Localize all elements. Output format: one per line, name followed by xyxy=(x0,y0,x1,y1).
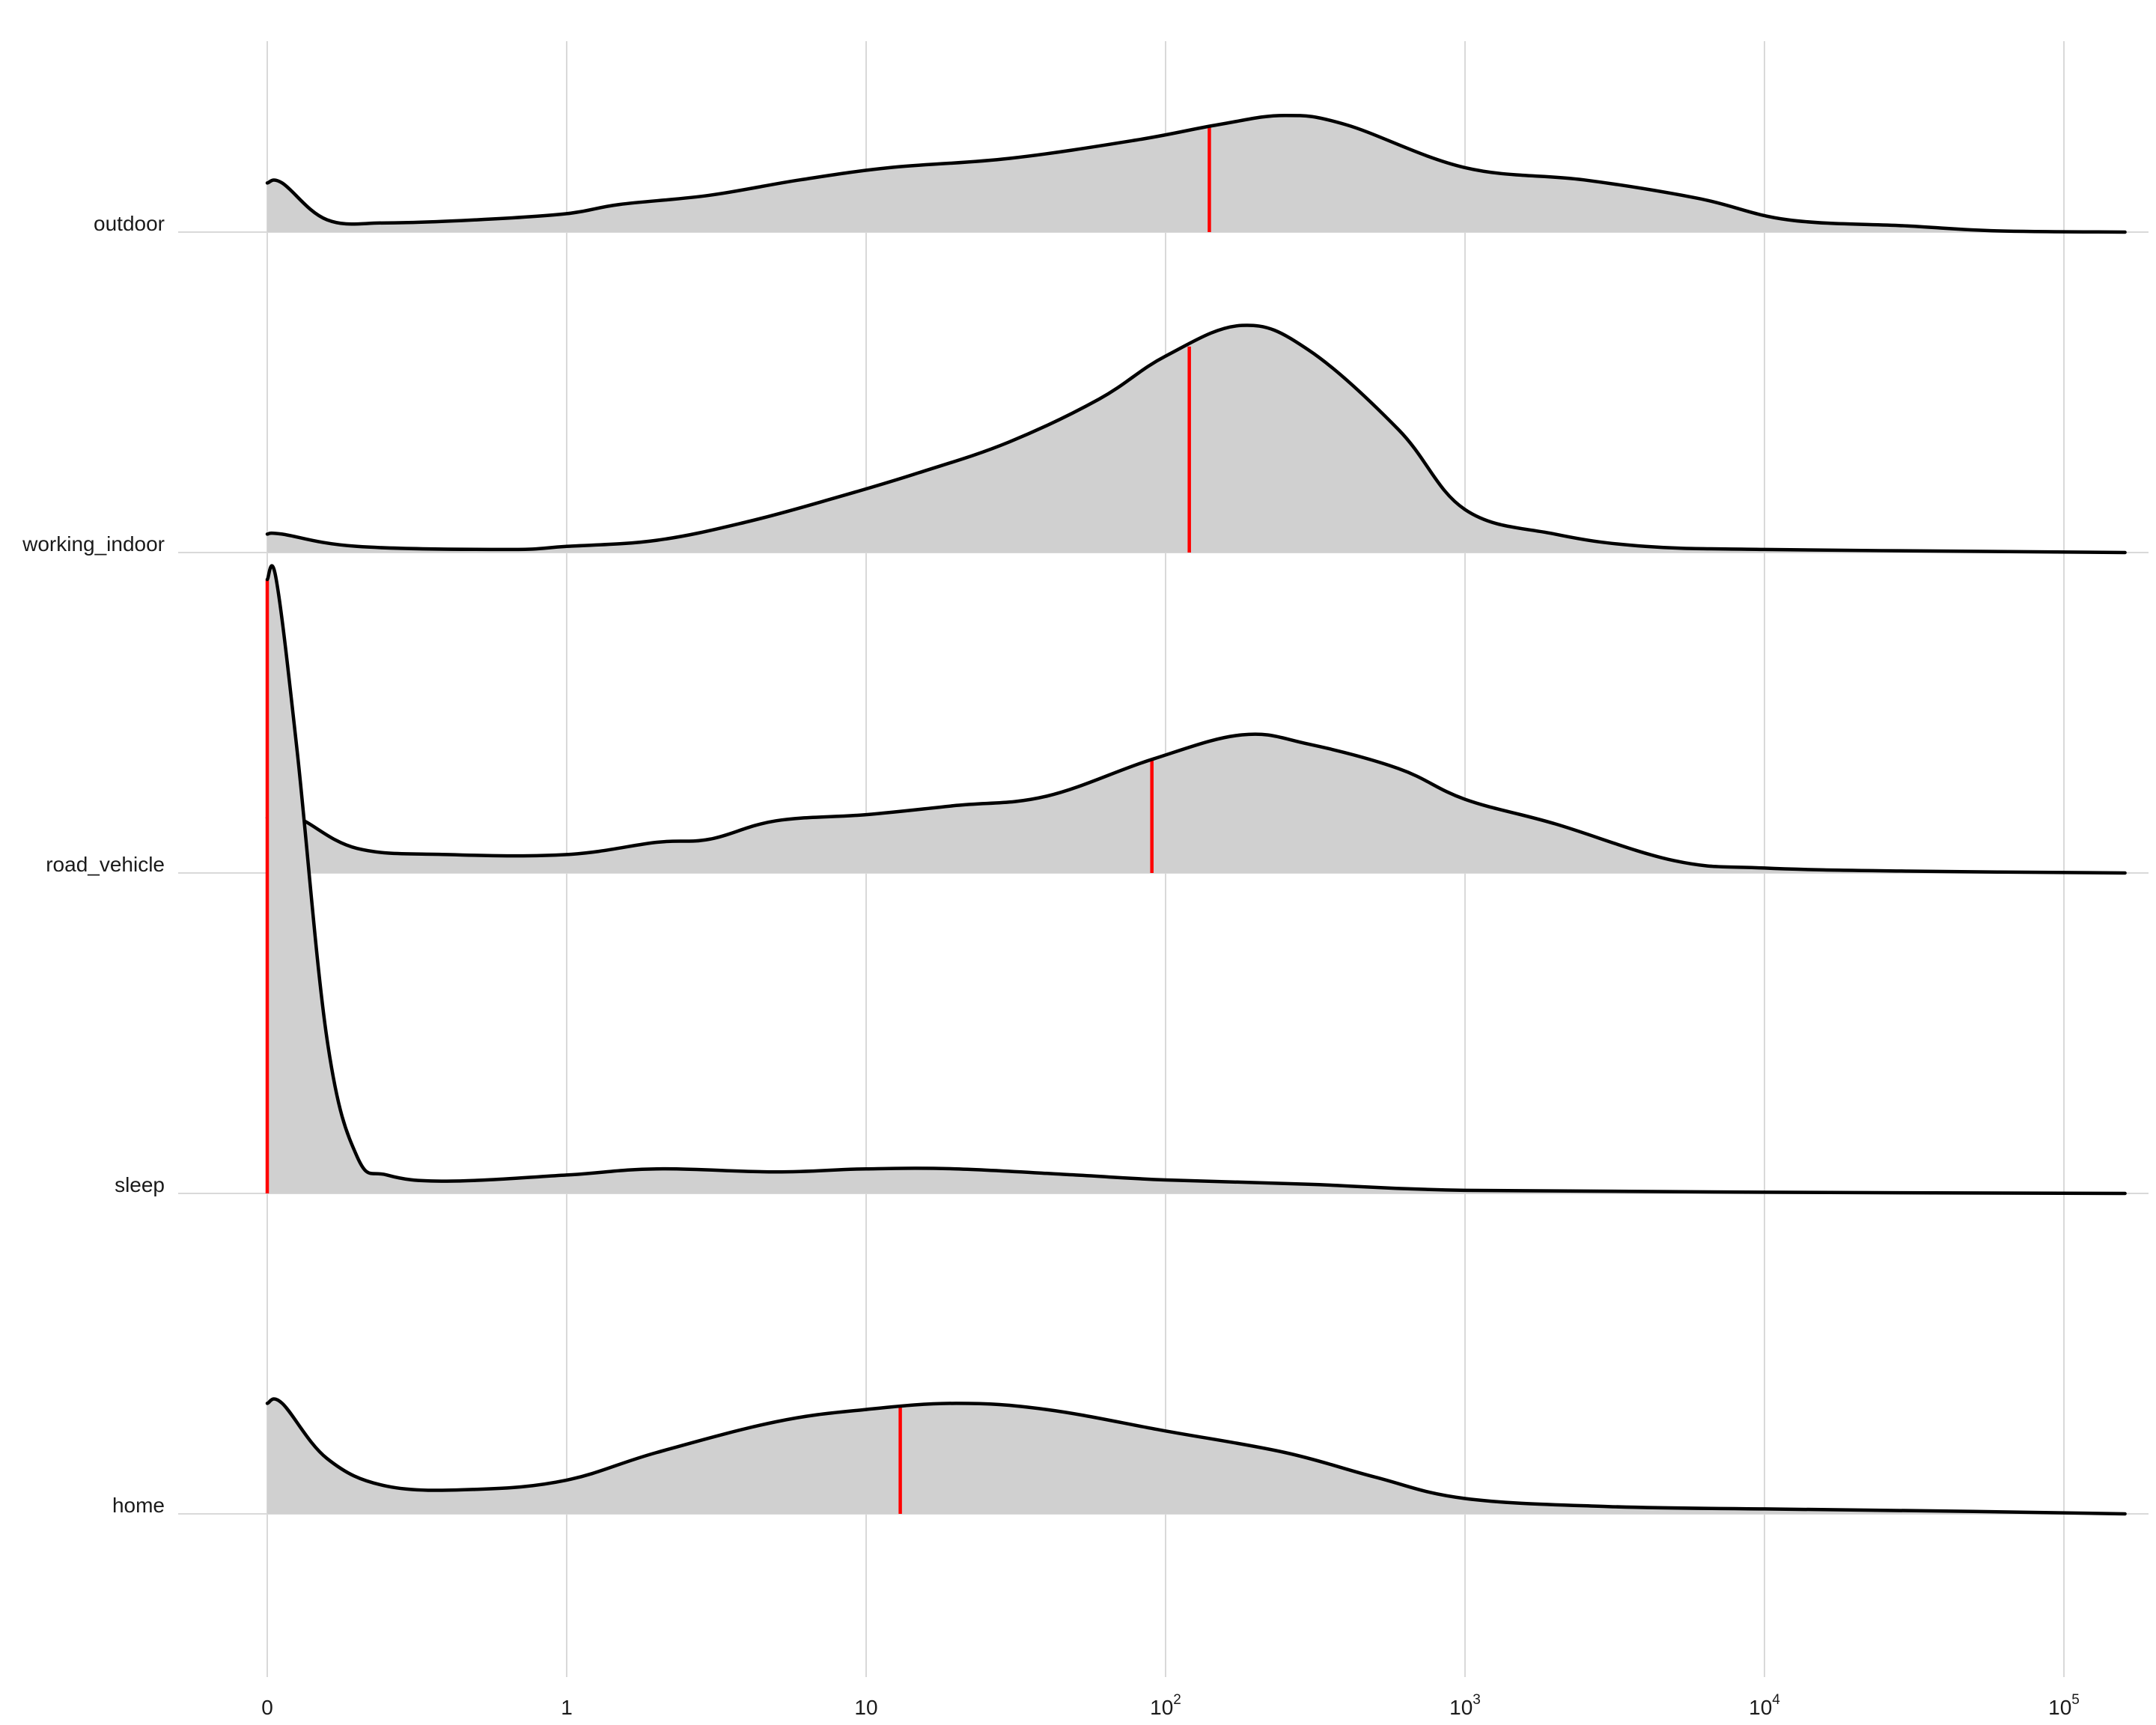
x-tick-base-3: 10 xyxy=(1150,1696,1173,1719)
category-label-sleep: sleep xyxy=(115,1173,165,1196)
ridge-fill-home xyxy=(267,1399,2125,1514)
ridge-fill-sleep xyxy=(267,565,2125,1193)
ridge-line-home xyxy=(265,1397,2127,1516)
category-label-outdoor: outdoor xyxy=(94,212,165,235)
category-label-road_vehicle: road_vehicle xyxy=(46,853,165,876)
x-tick-label-1: 1 xyxy=(561,1696,573,1719)
category-label-working_indoor: working_indoor xyxy=(22,532,165,556)
ridges xyxy=(265,113,2127,1516)
x-tick-base-5: 10 xyxy=(1749,1696,1772,1719)
x-tick-label-2: 10 xyxy=(854,1696,877,1719)
x-tick-label-4: 103 xyxy=(1449,1692,1481,1719)
x-tick-exp-6: 5 xyxy=(2071,1692,2080,1708)
x-tick-exp-4: 3 xyxy=(1473,1692,1481,1708)
x-tick-base-4: 10 xyxy=(1449,1696,1473,1719)
x-tick-label-5: 104 xyxy=(1749,1692,1780,1719)
ridge-group-sleep xyxy=(265,564,2127,1196)
x-tick-exp-3: 2 xyxy=(1173,1692,1181,1708)
x-tick-base-6: 10 xyxy=(2048,1696,2071,1719)
ridge-line-road_vehicle xyxy=(265,732,2127,875)
x-tick-label-3: 102 xyxy=(1150,1692,1181,1719)
ridge-group-road_vehicle xyxy=(265,732,2127,875)
ridge-line-outdoor xyxy=(265,113,2127,234)
ridge-group-outdoor xyxy=(265,113,2127,234)
x-tick-base-1: 1 xyxy=(561,1696,573,1719)
x-tick-base-0: 0 xyxy=(261,1696,273,1719)
ridge-line-working_indoor xyxy=(265,323,2127,555)
x-tick-label-6: 105 xyxy=(2048,1692,2080,1719)
ridge-group-home xyxy=(265,1397,2127,1516)
x-tick-exp-5: 4 xyxy=(1772,1692,1780,1708)
ridge-fill-outdoor xyxy=(267,115,2125,232)
ridge-fill-road_vehicle xyxy=(267,734,2125,873)
ridge-fill-working_indoor xyxy=(267,325,2125,553)
ridge-group-working_indoor xyxy=(265,323,2127,555)
x-tick-label-0: 0 xyxy=(261,1696,273,1719)
category-label-home: home xyxy=(112,1494,165,1517)
x-axis-ticks: 0 1 10 102 103 104 105 xyxy=(261,1692,2080,1719)
ridge-line-sleep xyxy=(265,564,2127,1196)
x-tick-base-2: 10 xyxy=(854,1696,877,1719)
